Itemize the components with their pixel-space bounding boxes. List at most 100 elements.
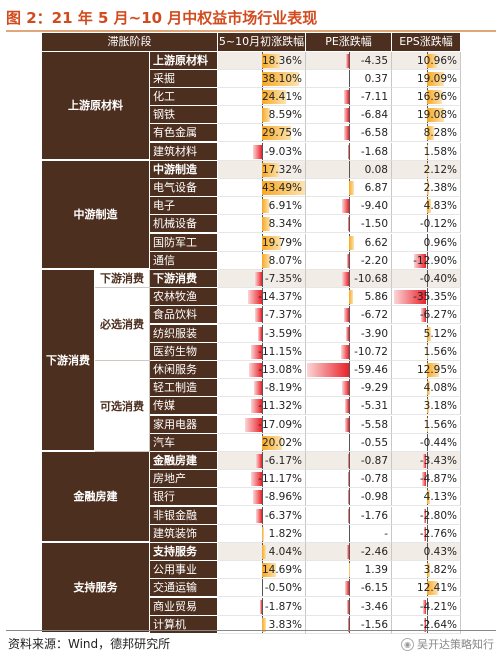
zero-line — [426, 615, 428, 633]
title-divider — [6, 30, 496, 32]
value-cell: 19.79% — [218, 233, 306, 252]
value-cell: 16.96% — [392, 87, 461, 107]
value-cell: -2.46 — [306, 542, 392, 562]
value-cell: 0.37 — [306, 69, 392, 88]
zero-line — [349, 597, 350, 615]
zero-line — [349, 360, 350, 379]
value-text: -11.32% — [258, 400, 302, 413]
value-cell: 8.28% — [392, 124, 461, 143]
value-text: -13.08% — [258, 363, 302, 376]
value-cell: -4.35 — [306, 51, 392, 70]
value-cell: -5.31 — [306, 397, 392, 416]
zero-line — [262, 597, 263, 615]
value-text: -3.90 — [360, 327, 388, 340]
positive-bar — [262, 89, 286, 104]
value-text: 8.28% — [423, 127, 457, 140]
positive-bar — [349, 563, 350, 578]
value-text: 12.95% — [416, 363, 457, 376]
industry-name: 机械设备 — [150, 215, 218, 234]
value-text: -10.72 — [354, 345, 388, 358]
negative-bar — [347, 217, 349, 232]
negative-bar — [347, 617, 349, 632]
zero-line — [426, 433, 428, 451]
value-cell: -1.87% — [218, 597, 306, 616]
industry-name: 建筑材料 — [150, 142, 218, 161]
value-text: 29.75% — [261, 127, 302, 140]
negative-bar — [393, 290, 427, 305]
value-cell: 6.62 — [306, 233, 392, 252]
value-cell: -0.98 — [306, 488, 392, 507]
value-cell: 5.12% — [392, 324, 461, 343]
value-text: 5.86 — [364, 291, 388, 304]
negative-bar — [255, 453, 262, 468]
value-text: -7.35% — [264, 272, 302, 285]
value-text: -6.72 — [360, 309, 388, 322]
negative-bar — [249, 362, 262, 377]
value-cell: -59.46 — [306, 360, 392, 380]
negative-bar — [258, 326, 262, 341]
negative-bar — [348, 490, 349, 505]
value-text: -0.78 — [360, 473, 388, 486]
value-text: 4.08% — [423, 382, 457, 395]
value-cell: -13.08% — [218, 360, 306, 380]
group-label: 下游消费 — [42, 269, 95, 452]
value-text: 8.59% — [268, 109, 302, 122]
value-text: -3.59% — [264, 327, 302, 340]
value-text: -2.20 — [360, 254, 388, 267]
value-cell: -11.32% — [218, 397, 306, 416]
industry-name: 汽车 — [150, 433, 218, 452]
industry-name: 上游原材料 — [150, 51, 218, 70]
value-cell: -9.29 — [306, 379, 392, 398]
value-cell: 29.75% — [218, 124, 306, 143]
negative-bar — [253, 144, 262, 159]
positive-bar — [262, 544, 266, 559]
negative-bar — [347, 253, 349, 268]
value-cell: -2.64% — [392, 615, 461, 634]
positive-bar — [262, 563, 277, 578]
industry-name: 非银金融 — [150, 506, 218, 525]
subgroup-label: 必选消费 — [95, 288, 150, 361]
value-text: -7.11 — [360, 90, 388, 103]
zero-line — [349, 524, 350, 542]
value-text: -4.21% — [419, 600, 457, 613]
positive-bar — [426, 108, 445, 123]
zero-line — [349, 342, 350, 360]
negative-bar — [421, 472, 427, 487]
value-text: -4.87% — [419, 473, 457, 486]
negative-bar — [344, 126, 349, 141]
negative-bar — [414, 253, 427, 268]
value-cell: -14.37% — [218, 288, 306, 307]
value-text: -8.19% — [264, 382, 302, 395]
value-text: -11.15% — [258, 345, 302, 358]
industry-name: 计算机 — [150, 615, 218, 634]
header-price-change: 5~10月初涨跌幅 — [218, 33, 306, 51]
value-cell: -7.11 — [306, 87, 392, 107]
value-cell: 14.69% — [218, 561, 306, 580]
value-text: 43.49% — [261, 181, 302, 194]
zero-line — [349, 215, 350, 233]
value-cell: -0.40% — [392, 269, 461, 289]
industry-name: 医药生物 — [150, 342, 218, 361]
value-text: -17.09% — [258, 418, 302, 431]
industry-name: 支持服务 — [150, 542, 218, 562]
value-cell: 3.83% — [218, 615, 306, 634]
zero-line — [349, 269, 350, 288]
negative-bar — [253, 381, 262, 396]
value-text: 20.02% — [261, 436, 302, 449]
value-cell: -17.09% — [218, 415, 306, 434]
value-text: 6.87 — [364, 181, 388, 194]
positive-bar — [426, 53, 437, 68]
negative-bar — [254, 271, 262, 286]
value-text: 8.07% — [268, 254, 302, 267]
value-text: 1.82% — [268, 527, 302, 540]
industry-name: 公用事业 — [150, 561, 218, 580]
positive-bar — [262, 71, 300, 86]
industry-name: 休闲服务 — [150, 360, 218, 380]
footer-divider — [6, 630, 496, 631]
value-text: -6.15 — [360, 582, 388, 595]
value-text: 24.41% — [261, 90, 302, 103]
value-cell: -0.55 — [306, 433, 392, 452]
value-cell: -8.96% — [218, 488, 306, 507]
zero-line — [426, 269, 428, 288]
value-text: 1.58% — [423, 145, 457, 158]
